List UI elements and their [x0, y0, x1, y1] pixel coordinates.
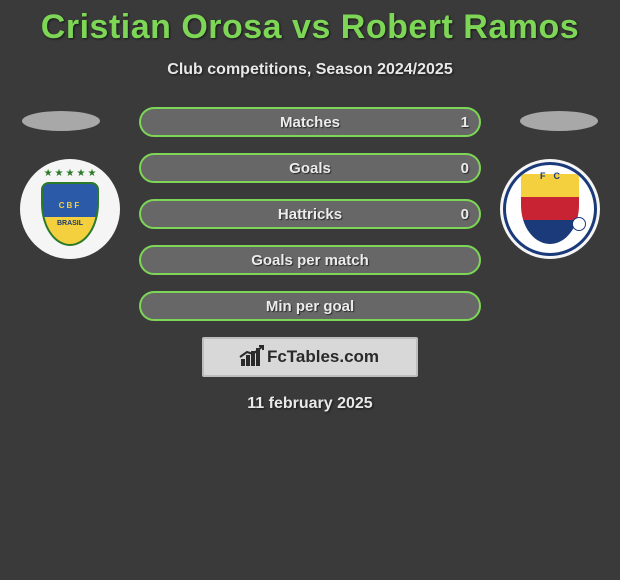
stat-row-min-per-goal: Min per goal — [139, 291, 481, 321]
cbf-stars: ★ ★ ★ ★ ★ — [44, 168, 97, 179]
club-badge-left: ★ ★ ★ ★ ★ CBF BRASIL — [20, 159, 120, 259]
bar-chart-icon — [241, 348, 263, 366]
cbf-text: CBF — [59, 201, 81, 210]
star-icon: ★ — [44, 168, 53, 179]
club-badge-right: F C — [500, 159, 600, 259]
stat-row-hattricks: Hattricks 0 — [139, 199, 481, 229]
comparison-area: ★ ★ ★ ★ ★ CBF BRASIL F C Matches 1 — [0, 107, 620, 413]
stat-label: Goals per match — [251, 252, 369, 269]
stat-right-value: 0 — [445, 160, 469, 177]
soccer-ball-icon — [572, 217, 586, 231]
star-icon: ★ — [66, 168, 75, 179]
stat-label: Hattricks — [278, 206, 342, 223]
stat-label: Matches — [280, 114, 340, 131]
stat-row-goals: Goals 0 — [139, 153, 481, 183]
player-left-marker — [22, 111, 100, 131]
star-icon: ★ — [76, 168, 85, 179]
brand-text: FcTables.com — [267, 347, 379, 367]
player-right-marker — [520, 111, 598, 131]
page-title: Cristian Orosa vs Robert Ramos — [0, 0, 620, 47]
brand-attribution[interactable]: FcTables.com — [202, 337, 418, 377]
fc-shield — [521, 174, 579, 244]
stats-list: Matches 1 Goals 0 Hattricks 0 Goals per … — [139, 107, 481, 321]
cbf-subtext: BRASIL — [57, 220, 83, 227]
fc-coloma-logo: F C — [503, 162, 597, 256]
star-icon: ★ — [87, 168, 96, 179]
fc-letter-c: C — [554, 171, 561, 181]
page-subtitle: Club competitions, Season 2024/2025 — [0, 61, 620, 79]
stat-row-matches: Matches 1 — [139, 107, 481, 137]
stat-label: Min per goal — [266, 298, 354, 315]
cbf-shield: CBF BRASIL — [41, 182, 99, 246]
star-icon: ★ — [55, 168, 64, 179]
cbf-logo: ★ ★ ★ ★ ★ CBF BRASIL — [33, 168, 107, 250]
trend-line-icon — [239, 345, 265, 359]
fc-letter-f: F — [540, 171, 546, 181]
stat-right-value: 0 — [445, 206, 469, 223]
stat-row-goals-per-match: Goals per match — [139, 245, 481, 275]
stat-label: Goals — [289, 160, 331, 177]
stat-right-value: 1 — [445, 114, 469, 131]
report-date: 11 february 2025 — [0, 395, 620, 413]
